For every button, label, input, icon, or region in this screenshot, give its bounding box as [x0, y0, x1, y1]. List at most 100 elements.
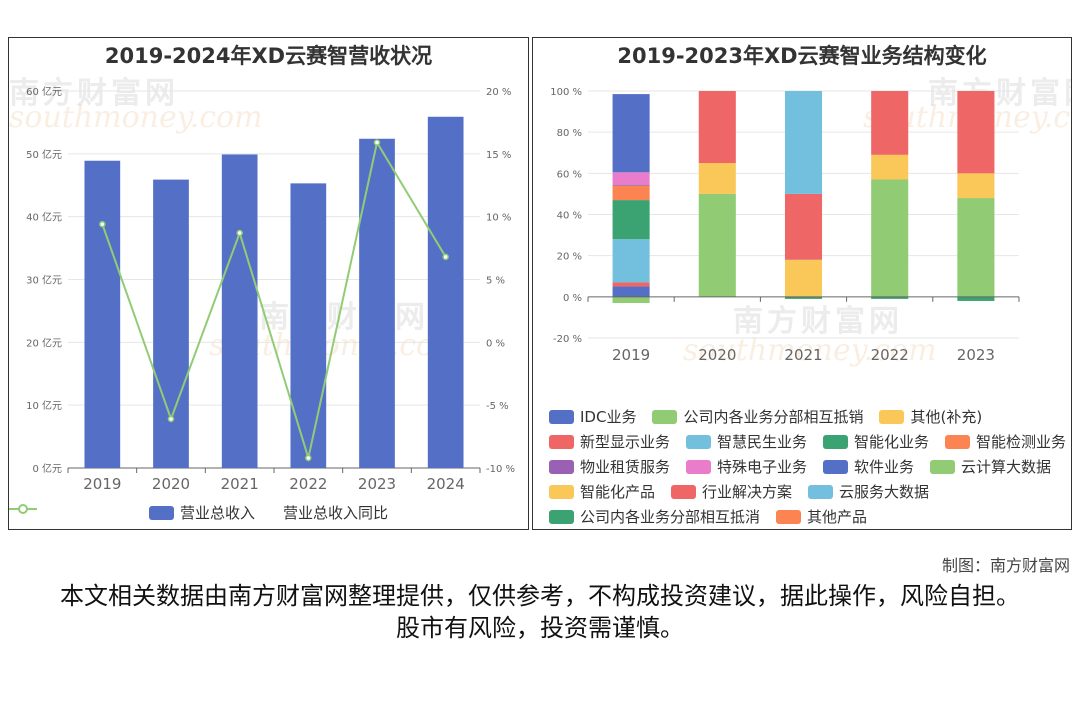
bar — [153, 179, 189, 468]
legend-swatch — [823, 459, 849, 474]
stacked-bar-segment — [871, 91, 909, 155]
y-tick-label: 40 % — [557, 211, 582, 222]
legend-label: 智能化产品 — [580, 483, 656, 501]
legend-item: 物业租赁服务 — [549, 456, 670, 477]
legend-label: 营业总收入 — [179, 504, 255, 522]
legend-item: IDC业务 — [549, 406, 636, 427]
line-point — [373, 139, 381, 146]
x-tick-label: 2019 — [612, 346, 650, 364]
y-tick-label: 100 % — [550, 87, 582, 98]
y-tick-label-left: 30 亿元 — [26, 274, 62, 287]
legend-label: 新型显示业务 — [580, 433, 671, 451]
line-point — [442, 253, 449, 261]
stacked-bar-segment — [784, 259, 823, 297]
legend-swatch — [879, 409, 905, 424]
y-tick-label-left: 60 亿元 — [26, 85, 62, 98]
stacked-bar-segment — [612, 239, 650, 283]
x-tick-label: 2021 — [221, 475, 259, 493]
y-tick-label-right: 20 % — [486, 87, 511, 98]
legend-swatch — [930, 459, 956, 474]
legend-label: 软件业务 — [854, 458, 915, 476]
stacked-bar-segment — [957, 296, 995, 301]
legend-swatch — [671, 484, 697, 499]
legend-swatch — [549, 409, 574, 424]
stacked-bar-segment — [612, 282, 650, 287]
y-tick-label: 80 % — [557, 128, 582, 139]
legend-item: 公司内各业务分部相互抵销 — [652, 406, 863, 427]
legend-label: 智能化业务 — [854, 433, 930, 451]
legend-item: 云服务大数据 — [808, 481, 929, 502]
y-tick-label-right: 10 % — [486, 213, 511, 224]
legend-label: 云服务大数据 — [839, 483, 930, 501]
legend-swatch — [549, 459, 574, 474]
legend-item: 智能检测业务 — [945, 431, 1066, 452]
legend-item: 智能化产品 — [549, 481, 655, 502]
chart-title: 2019-2023年XD云赛智业务结构变化 — [617, 44, 987, 68]
stacked-bar-segment — [698, 193, 736, 297]
x-tick-label: 2023 — [358, 475, 396, 493]
legend-swatch — [148, 505, 174, 520]
stacked-bar-segment — [612, 184, 650, 186]
legend-item: 营业总收入同比 — [9, 502, 388, 523]
legend-row: 智能化产品 行业解决方案 云服务大数据 — [549, 479, 1067, 504]
legend-swatch — [823, 434, 849, 449]
legend-swatch — [808, 484, 834, 499]
legend-item: 行业解决方案 — [671, 481, 792, 502]
stacked-bar-segment — [957, 91, 995, 174]
x-tick-label: 2022 — [289, 475, 327, 493]
y-tick-label-right: 5 % — [486, 276, 505, 287]
stacked-bar-segment — [957, 173, 995, 199]
line-point — [236, 229, 243, 237]
stacked-bar-segment — [871, 154, 909, 180]
legend-swatch — [686, 434, 712, 449]
bar — [221, 154, 258, 468]
legend-label: 云计算大数据 — [961, 458, 1052, 476]
legend-label: 智慧民生业务 — [717, 433, 808, 451]
stacked-bar-segment — [612, 286, 650, 297]
x-tick-label: 2020 — [152, 475, 190, 493]
legend-label: 公司内各业务分部相互抵销 — [683, 408, 864, 426]
legend-swatch — [776, 509, 802, 524]
legend-row: 公司内各业务分部相互抵消 其他产品 — [549, 504, 1067, 529]
legend-item: 智能化业务 — [823, 431, 929, 452]
stacked-bar-segment — [698, 163, 736, 194]
legend-label: 特殊电子业务 — [717, 458, 808, 476]
chart-legend: IDC业务 公司内各业务分部相互抵销 其他(补充) 新型显示业务 智慧民生业务 智能化业务… — [549, 404, 1067, 529]
y-tick-label: 20 % — [557, 252, 582, 263]
y-tick-label-right: 15 % — [486, 150, 511, 161]
legend-item: 营业总收入 — [148, 502, 255, 523]
line-point — [167, 415, 175, 423]
legend-item: 智慧民生业务 — [686, 431, 807, 452]
bar — [427, 116, 464, 469]
y-tick-label-left: 50 亿元 — [26, 148, 62, 161]
stacked-bar-segment — [612, 185, 650, 201]
revenue-chart-svg: 0 亿元 10 亿元 20 亿元 30 亿元 40 亿元 50 亿元 60 亿元 -10 % -… — [26, 85, 515, 493]
legend-item: 软件业务 — [823, 456, 914, 477]
y-tick-label-left: 20 亿元 — [26, 336, 62, 349]
series-line — [101, 139, 447, 462]
line-point — [305, 454, 312, 462]
chart-credit: 制图：南方财富网 — [941, 556, 1070, 575]
disclaimer-text: 本文相关数据由南方财富网整理提供，仅供参考，不构成投资建议，据此操作，风险自担。… — [60, 582, 1020, 642]
stacked-bar-segment — [871, 179, 909, 297]
legend-item: 云计算大数据 — [930, 456, 1051, 477]
x-tick-label: 2019 — [83, 475, 121, 493]
stacked-bar-segment — [871, 296, 909, 299]
bar — [359, 138, 395, 468]
chart-legend: 营业总收入 营业总收入同比 — [9, 502, 528, 523]
y-tick-label-right: -10 % — [486, 464, 515, 475]
line-point — [99, 220, 106, 228]
legend-label: 其他产品 — [807, 508, 868, 526]
y-tick-label-left: 0 亿元 — [32, 462, 62, 475]
structure-chart-svg: -20 % 0 % 20 % 40 % 60 % 80 % 100 % 2019 2020 202… — [550, 87, 1020, 364]
stacked-bar-segment — [698, 91, 736, 164]
legend-swatch — [549, 484, 574, 499]
legend-item: 其他产品 — [776, 506, 867, 527]
legend-swatch — [549, 434, 574, 449]
x-tick-label: 2021 — [784, 346, 822, 364]
legend-label: 其他(补充) — [910, 408, 983, 426]
legend-label: 智能检测业务 — [976, 433, 1067, 451]
x-tick-label: 2020 — [698, 346, 736, 364]
y-tick-label: -20 % — [553, 334, 582, 345]
legend-item: 其他(补充) — [879, 406, 982, 427]
